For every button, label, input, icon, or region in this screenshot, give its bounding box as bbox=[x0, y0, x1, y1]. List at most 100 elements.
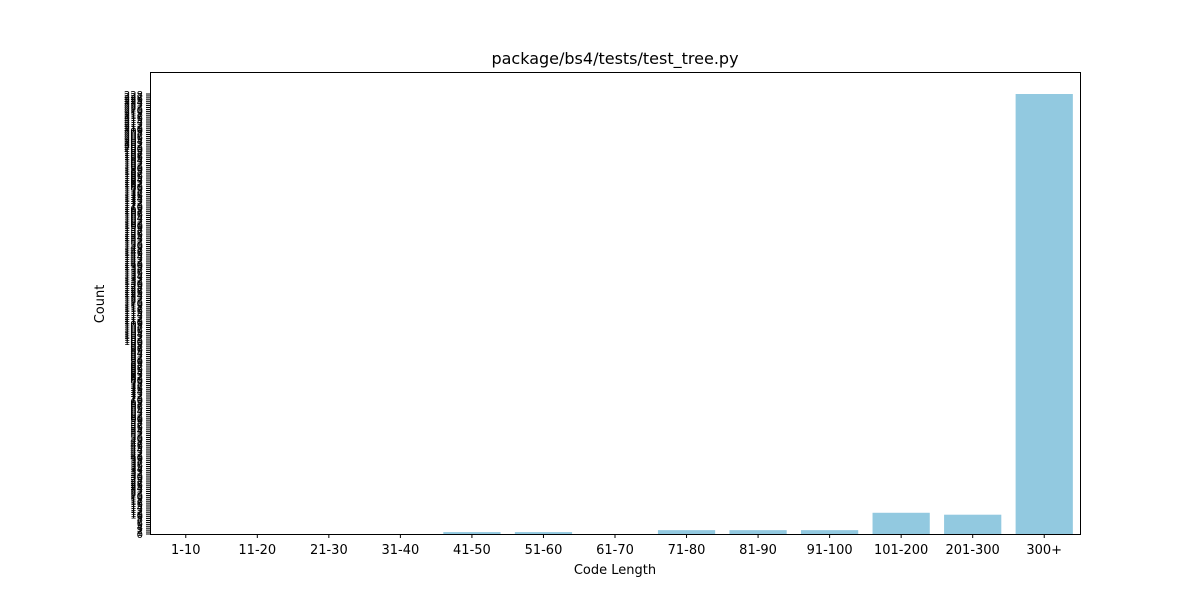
y-tick-label: 178 bbox=[124, 186, 143, 197]
y-tick-label: 39 bbox=[130, 455, 143, 466]
y-tick-label: 107 bbox=[124, 324, 143, 335]
y-tick-label: 210 bbox=[124, 125, 143, 136]
y-tick-label: 85 bbox=[130, 366, 143, 377]
y-tick-label: 135 bbox=[124, 269, 143, 280]
y-tick-label: 57 bbox=[130, 420, 143, 431]
y-tick-label: 208 bbox=[124, 129, 143, 140]
y-tick-label: 151 bbox=[124, 239, 143, 250]
y-tick-label: 44 bbox=[130, 445, 143, 456]
y-tick-label: 58 bbox=[130, 418, 143, 429]
y-tick-label: 61 bbox=[130, 412, 143, 423]
y-tick-label: 29 bbox=[130, 474, 143, 485]
y-tick-label: 111 bbox=[124, 316, 143, 327]
y-tick-label: 213 bbox=[124, 119, 143, 130]
y-tick-label: 99 bbox=[130, 339, 143, 350]
bar-81-90 bbox=[729, 530, 787, 534]
y-tick-label: 115 bbox=[124, 308, 143, 319]
y-tick-label: 82 bbox=[130, 372, 143, 383]
y-tick-label: 116 bbox=[124, 306, 143, 317]
y-tick-label: 224 bbox=[124, 98, 143, 109]
y-tick-label: 20 bbox=[130, 491, 143, 502]
y-tick-label: 26 bbox=[130, 480, 143, 491]
x-tick-label: 91-100 bbox=[807, 543, 853, 558]
y-tick-label: 33 bbox=[130, 466, 143, 477]
y-tick-label: 137 bbox=[124, 266, 143, 277]
bar-300+ bbox=[1015, 94, 1073, 534]
y-tick-label: 30 bbox=[130, 472, 143, 483]
y-tick-label: 128 bbox=[124, 283, 143, 294]
y-tick-label: 80 bbox=[130, 376, 143, 387]
y-tick-label: 173 bbox=[124, 196, 143, 207]
y-tick-label: 114 bbox=[124, 310, 143, 321]
y-tick-label: 167 bbox=[124, 208, 143, 219]
y-tick-label: 96 bbox=[130, 345, 143, 356]
y-tick-label: 6 bbox=[137, 518, 143, 529]
y-tick-label: 153 bbox=[124, 235, 143, 246]
y-tick-label: 15 bbox=[130, 501, 143, 512]
y-tick-label: 46 bbox=[130, 441, 143, 452]
y-tick-label: 217 bbox=[124, 111, 143, 122]
y-tick-label: 32 bbox=[130, 468, 143, 479]
y-tick-label: 103 bbox=[124, 331, 143, 342]
y-axis-label: Count bbox=[93, 285, 108, 324]
y-tick-label: 78 bbox=[130, 379, 143, 390]
y-tick-label: 25 bbox=[130, 482, 143, 493]
x-tick-label: 11-20 bbox=[238, 543, 276, 558]
y-tick-label: 83 bbox=[130, 370, 143, 381]
y-tick-label: 16 bbox=[130, 499, 143, 510]
bar-201-300 bbox=[944, 514, 1002, 534]
y-tick-label: 125 bbox=[124, 289, 143, 300]
y-tick-label: 172 bbox=[124, 198, 143, 209]
y-tick-label: 106 bbox=[124, 325, 143, 336]
y-tick-label: 75 bbox=[130, 385, 143, 396]
y-tick-label: 51 bbox=[130, 432, 143, 443]
y-tick-label: 73 bbox=[130, 389, 143, 400]
y-tick-label: 218 bbox=[124, 109, 143, 120]
y-tick-label: 71 bbox=[130, 393, 143, 404]
x-tick-label: 300+ bbox=[1026, 543, 1062, 558]
y-tick-label: 150 bbox=[124, 241, 143, 252]
y-tick-label: 92 bbox=[130, 352, 143, 363]
y-tick-label: 28 bbox=[130, 476, 143, 487]
y-tick-label: 141 bbox=[124, 258, 143, 269]
y-tick-label: 42 bbox=[130, 449, 143, 460]
y-tick-label: 134 bbox=[124, 271, 143, 282]
y-tick-label: 87 bbox=[130, 362, 143, 373]
y-tick-label: 112 bbox=[124, 314, 143, 325]
y-tick-label: 222 bbox=[124, 102, 143, 113]
y-tick-label: 175 bbox=[124, 192, 143, 203]
y-tick-label: 152 bbox=[124, 237, 143, 248]
y-tick-label: 120 bbox=[124, 298, 143, 309]
y-tick-label: 4 bbox=[137, 522, 143, 533]
y-tick-label: 104 bbox=[124, 329, 143, 340]
y-tick-label: 54 bbox=[130, 426, 143, 437]
y-tick-label: 138 bbox=[124, 264, 143, 275]
y-tick-label: 94 bbox=[130, 349, 143, 360]
y-tick-label: 60 bbox=[130, 414, 143, 425]
y-tick-label: 142 bbox=[124, 256, 143, 267]
y-tick-label: 203 bbox=[124, 138, 143, 149]
y-tick-label: 5 bbox=[137, 520, 143, 531]
plot-frame bbox=[150, 72, 1081, 535]
y-tick-label: 0 bbox=[137, 530, 143, 541]
y-tick-label: 1 bbox=[137, 528, 143, 539]
y-tick-label: 220 bbox=[124, 105, 143, 116]
y-tick-label: 191 bbox=[124, 161, 143, 172]
y-tick-label: 131 bbox=[124, 277, 143, 288]
y-tick-label: 162 bbox=[124, 217, 143, 228]
y-tick-label: 122 bbox=[124, 295, 143, 306]
y-tick-label: 144 bbox=[124, 252, 143, 263]
y-tick-label: 149 bbox=[124, 242, 143, 253]
y-tick-label: 9 bbox=[137, 513, 143, 524]
x-tick-label: 41-50 bbox=[453, 543, 491, 558]
y-tick-label: 45 bbox=[130, 443, 143, 454]
y-tick-label: 11 bbox=[130, 509, 143, 520]
y-tick-label: 130 bbox=[124, 279, 143, 290]
y-tick-label: 14 bbox=[130, 503, 143, 514]
y-tick-label: 169 bbox=[124, 204, 143, 215]
y-tick-label: 27 bbox=[130, 478, 143, 489]
y-tick-label: 79 bbox=[130, 378, 143, 389]
y-tick-label: 158 bbox=[124, 225, 143, 236]
y-tick-label: 174 bbox=[124, 194, 143, 205]
